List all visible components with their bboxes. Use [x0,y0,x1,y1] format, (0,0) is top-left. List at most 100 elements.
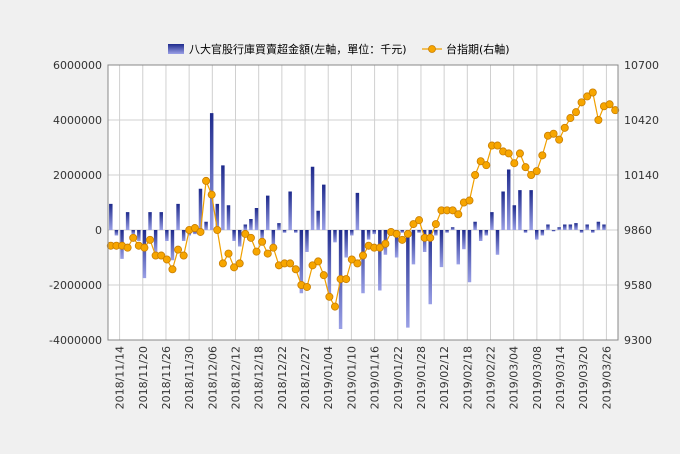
line-point [538,151,547,160]
line-point [409,220,418,229]
bar [568,224,573,230]
legend-line-marker [428,45,436,53]
x-tick-label: 2019/01/22 [392,346,405,409]
bar [215,203,220,230]
line-point [549,129,558,138]
bar [467,230,472,283]
right-tick-label: 9580 [624,279,652,292]
x-tick-label: 2019/02/18 [461,346,474,409]
line-point [476,157,485,166]
line-point [146,235,155,244]
line-point [224,249,233,258]
line-point [353,259,362,268]
bar [579,230,584,233]
x-tick-label: 2019/03/14 [554,346,567,409]
line-point [566,114,575,123]
right-tick-label: 9860 [624,224,652,237]
bar [299,230,304,294]
bar [288,191,292,230]
bar [506,169,511,230]
bar [563,224,567,230]
bar [333,230,337,243]
line-point [611,106,620,115]
line-point [218,259,227,268]
line-point [168,265,177,274]
line-point [314,257,323,266]
bar [484,230,489,236]
bar [361,230,365,294]
line-point [454,210,463,219]
x-tick-label: 2018/12/22 [276,346,289,409]
bar [109,203,113,230]
line-point [465,196,474,205]
bar [322,184,326,230]
bar [232,230,236,241]
bar [249,219,253,230]
legend-bar-label: 八大官股行庫買賣超金額(左軸，單位：千元) [189,42,407,56]
bar [176,203,180,230]
x-tick-label: 2019/03/08 [531,346,544,409]
line-point [302,282,311,291]
plot-area [108,65,618,340]
bar [170,230,175,261]
bar [243,224,248,230]
line-point [263,249,272,258]
x-tick-label: 2018/12/27 [299,346,312,409]
bar [501,191,505,230]
bar [226,205,231,230]
line-point [174,245,183,254]
line-point [196,227,205,236]
bar [411,230,416,265]
bar [406,230,410,328]
line-point [190,224,199,233]
x-tick-label: 2018/12/18 [253,346,266,409]
line-point [560,123,569,132]
line-point [235,259,244,268]
line-point [319,271,328,280]
line-point [286,259,295,268]
left-tick-label: 6000000 [53,59,102,72]
bar [221,165,225,230]
bar [153,230,158,252]
bar [434,230,438,236]
bar [523,230,528,233]
bar [209,113,214,230]
bar [277,223,281,230]
line-point [308,261,317,270]
bar [344,230,348,258]
bar [125,212,130,230]
bar [574,223,578,230]
line-point [140,243,149,252]
bar [462,230,466,250]
line-point [577,98,586,107]
bar [237,230,242,247]
bar [490,212,494,230]
bar [591,230,595,233]
bar [478,230,483,241]
bar [316,210,320,230]
bar [417,230,421,233]
line-point [571,108,580,117]
x-tick-label: 2018/11/26 [160,346,173,409]
bar [204,221,208,230]
bar [327,230,332,299]
line-point [510,159,519,168]
bar [260,230,264,239]
bar [114,230,119,236]
bar [378,230,382,291]
line-point [241,229,250,238]
bar [372,230,376,235]
plot-border [107,64,619,341]
line-point [325,292,334,301]
bar [142,230,147,279]
right-tick-label: 10420 [624,114,659,127]
legend: 八大官股行庫買賣超金額(左軸，單位：千元) 台指期(右軸) [168,42,510,56]
bar [310,166,315,230]
line-point [515,149,524,158]
line-point [482,161,491,170]
bar [529,190,533,230]
bar [428,230,432,305]
x-tick-label: 2019/01/04 [322,346,335,409]
